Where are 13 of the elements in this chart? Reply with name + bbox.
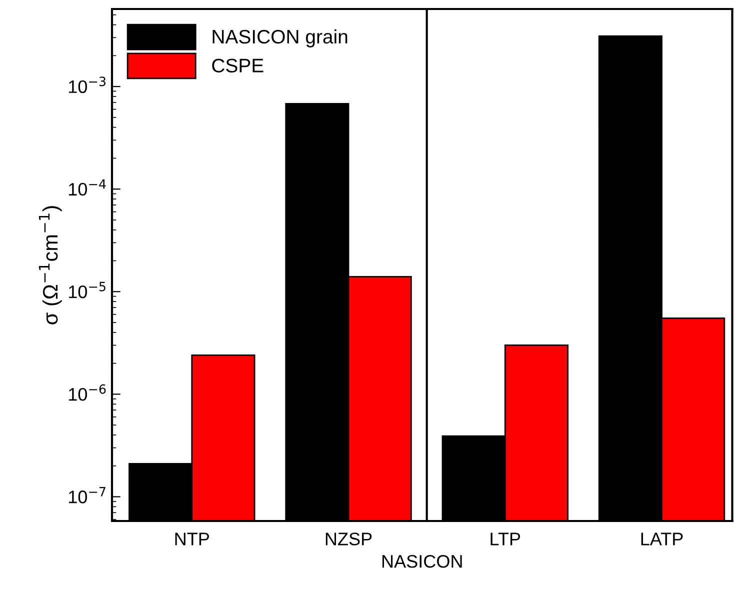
- y-tick-label: 10$^{−6}$: [68, 384, 106, 401]
- x-tick-label: LATP: [641, 532, 683, 546]
- legend-label: CSPE: [212, 58, 264, 72]
- x-tick-label: NZSP: [326, 532, 372, 546]
- x-tick-label: NTP: [175, 532, 209, 546]
- y-tick-label: 10$^{−7}$: [68, 487, 106, 504]
- x-tick-label: LTP: [490, 532, 520, 546]
- y-axis-title: σ (Ω$^{−1}$cm$^{−1}$): [38, 206, 62, 324]
- legend-label: NASICON grain: [212, 29, 348, 48]
- y-tick-label: 10$^{−3}$: [68, 76, 106, 94]
- y-tick-label: 10$^{−4}$: [68, 179, 106, 196]
- y-tick-label: 10$^{−5}$: [68, 282, 106, 298]
- x-axis-title: NASICON: [382, 554, 462, 568]
